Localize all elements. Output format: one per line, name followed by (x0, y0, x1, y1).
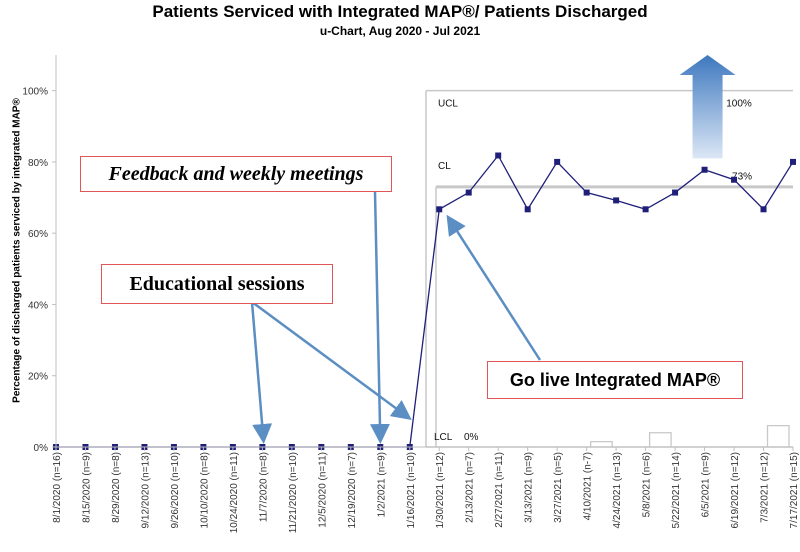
x-tick-label: 3/13/2021 (n=9) (524, 452, 535, 523)
x-tick-label: 6/19/2021 (n=12) (730, 452, 741, 528)
chart-title: Patients Serviced with Integrated MAP®/ … (152, 2, 648, 21)
x-tick-label: 12/5/2020 (n=11) (317, 452, 328, 528)
x-tick-label: 11/7/2020 (n=8) (258, 452, 269, 522)
data-point (436, 206, 443, 213)
data-point (465, 189, 472, 196)
cl-label: CL (438, 161, 451, 172)
data-point (642, 206, 649, 213)
go-live-callout-arrow (446, 214, 542, 361)
y-tick-label: 40% (28, 300, 48, 311)
lcl-step (589, 441, 613, 447)
x-tick-label: 1/2/2021 (n=9) (376, 452, 387, 517)
data-point (760, 206, 767, 213)
cl-value-label: 73% (732, 172, 752, 183)
annotation-go-live: Go live Integrated MAP® (487, 361, 743, 399)
annotation-educational-sessions: Educational sessions (101, 264, 333, 304)
data-point (701, 166, 708, 173)
improvement-up-arrow (679, 55, 736, 159)
education-callout-arrow-1 (250, 301, 273, 444)
y-tick-label: 0% (34, 443, 49, 454)
x-tick-label: 2/27/2021 (n=11) (494, 452, 505, 528)
x-tick-label: 12/19/2020 (n=7) (347, 452, 358, 528)
x-tick-label: 10/24/2020 (n=11) (229, 452, 240, 533)
y-tick-label: 100% (22, 87, 48, 98)
x-tick-label: 7/3/2021 (n=12) (760, 452, 771, 523)
data-point (583, 189, 590, 196)
y-tick-label: 80% (28, 158, 48, 169)
y-tick-label: 60% (28, 229, 48, 240)
ucl-value-label: 100% (726, 99, 752, 110)
y-tick-label: 20% (28, 372, 48, 383)
x-tick-label: 9/12/2020 (n=13) (140, 452, 151, 528)
x-tick-label: 5/8/2021 (n=6) (642, 452, 653, 517)
education-callout-arrow-2 (251, 300, 412, 420)
x-tick-label: 1/16/2021 (n=10) (406, 452, 417, 528)
x-tick-label: 11/21/2020 (n=10) (288, 452, 299, 533)
x-tick-label: 3/27/2021 (n=5) (553, 452, 564, 523)
ucl-label: UCL (438, 99, 458, 110)
x-tick-label: 6/5/2021 (n=9) (701, 452, 712, 517)
data-point (495, 152, 502, 159)
x-tick-label: 8/1/2020 (n=16) (52, 452, 63, 523)
data-point (672, 189, 679, 196)
x-tick-label: 2/13/2021 (n=7) (465, 452, 476, 523)
lcl-step (648, 432, 672, 447)
data-point (524, 206, 531, 213)
lcl-label: LCL (434, 432, 453, 443)
x-tick-label: 4/24/2021 (n=13) (612, 452, 623, 528)
data-point (554, 158, 561, 165)
data-point (790, 158, 796, 165)
lcl-step (766, 424, 790, 447)
data-point (613, 197, 620, 204)
x-tick-label: 4/10/2021 (n-7) (583, 452, 594, 520)
x-tick-label: 8/29/2020 (n=8) (111, 452, 122, 523)
data-point (731, 176, 738, 183)
x-tick-label: 5/22/2021 (n=14) (671, 452, 682, 528)
x-tick-label: 7/17/2021 (n=15) (789, 452, 800, 528)
x-tick-label: 8/15/2020 (n=9) (81, 452, 92, 523)
chart-subtitle: u-Chart, Aug 2020 - Jul 2021 (319, 24, 481, 38)
annotation-feedback-meetings: Feedback and weekly meetings (80, 156, 392, 192)
x-tick-label: 1/30/2021 (n=12) (435, 452, 446, 528)
x-tick-label: 10/10/2020 (n=8) (199, 452, 210, 528)
x-tick-label: 9/26/2020 (n=10) (170, 452, 181, 528)
feedback-callout-arrow (369, 191, 390, 444)
lcl-value-label: 0% (464, 432, 479, 443)
